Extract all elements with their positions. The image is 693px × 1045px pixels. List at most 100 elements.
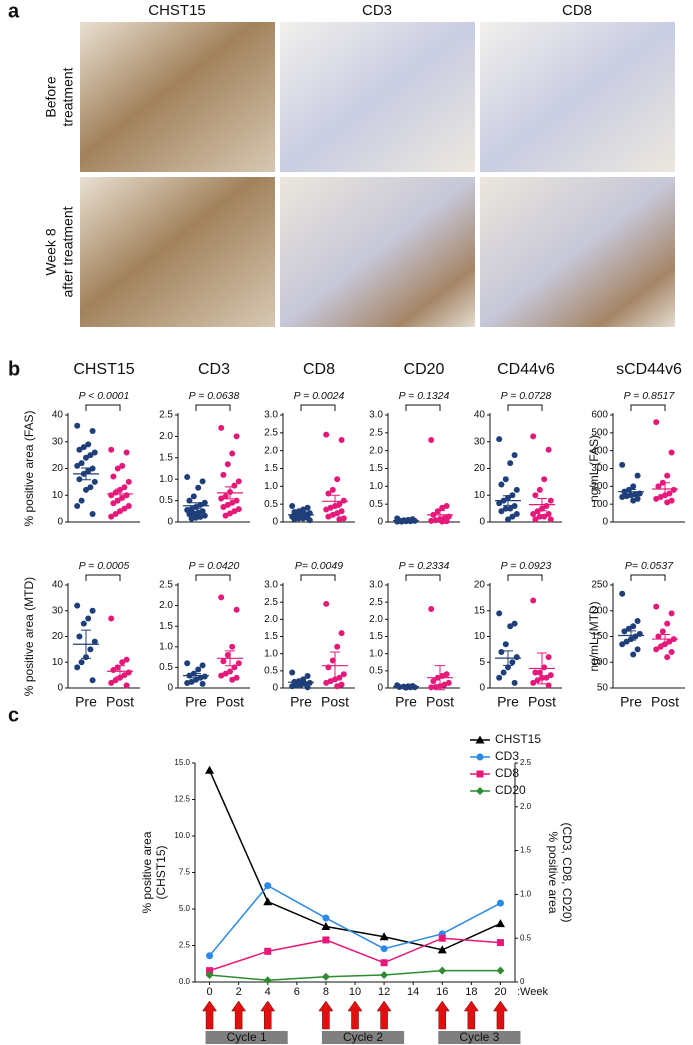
bracket [195,574,231,581]
marker [380,970,389,979]
data-point [87,484,94,491]
data-point [186,497,193,504]
y-axis-label: (CHST15) [154,845,168,899]
data-point [306,517,313,524]
y-tick-label: 40 [52,580,64,591]
y-tick-label: 1.5 [159,621,173,632]
x-tick-label: 14 [407,986,419,998]
x-tick-label: Post [106,694,134,710]
data-point [108,513,115,520]
y-tick-label: 3.0 [369,410,383,421]
error-bar [296,513,306,517]
y-tick-label: 10 [474,631,486,642]
y-tick-label: 1.5 [369,631,383,642]
error-bar [81,467,91,481]
data-point [621,628,628,635]
row-label: Before [43,76,59,117]
data-point [190,493,197,500]
data-point [496,436,503,443]
y-tick-label: 1.0 [369,481,383,492]
data-point [108,679,115,686]
dose-arrow [492,1000,508,1030]
error-bar [296,680,306,685]
x-tick-label: 20 [494,986,506,998]
y-tick-label: 200 [591,605,608,616]
error-bar [81,629,91,659]
y-tick-label: 3.0 [264,580,278,591]
marker [322,914,330,922]
panel-title: CD20 [404,361,445,378]
data-point [653,419,660,426]
panel-title: sCD44v6 [616,361,682,378]
marker [263,897,273,906]
data-point [85,468,92,475]
panel-label: a [8,0,20,22]
data-point [509,659,516,666]
data-point [511,502,518,509]
row-label: Week 8 [43,228,59,275]
y-tick-label: 2.5 [264,597,278,608]
data-point [117,674,123,681]
dose-arrow [231,1000,247,1030]
panel-label: c [8,704,19,726]
data-point [664,620,671,627]
data-point [502,505,509,512]
y-tick-label: 50 [597,683,609,694]
data-point [505,664,511,671]
data-point [664,499,671,506]
data-point [295,515,302,522]
marker [476,770,484,778]
data-point [235,478,242,485]
data-point [530,679,537,686]
marker [321,922,331,931]
y-tick-label: 300 [591,463,608,474]
data-point [630,483,637,490]
data-point [534,508,541,515]
error-bar [435,510,445,520]
data-point [513,486,520,493]
image [280,177,475,327]
data-point [229,450,236,457]
x-tick-label: Pre [185,694,207,710]
y-tick-label: 1.5 [159,452,173,463]
y-tick-label: 10 [52,490,64,501]
error-bar [503,495,513,506]
y-tick-label: 1.5 [264,463,278,474]
marker [321,972,330,981]
y-tick-label: 5 [479,657,485,668]
data-point [218,424,225,431]
data-point [80,620,87,627]
data-point [439,504,446,511]
y-tick-label: 2.0 [159,600,173,611]
data-point [509,513,516,520]
data-point [340,497,347,504]
marker [206,967,214,975]
y-tick-label: 2.5 [520,758,532,767]
data-point [110,666,117,673]
y-tick-label: 2.5 [179,941,191,950]
x-tick-label: 16 [436,986,448,998]
y-tick-label: 0.0 [179,977,191,986]
data-point [653,495,660,502]
data-point [498,481,505,488]
error-bar [626,630,636,641]
y-tick-label: 0 [520,977,525,986]
bracket [630,404,666,411]
data-point [114,465,121,472]
y-axis-label: ng/mL (FAS) [587,435,601,502]
y-axis-label: % positive area (FAS) [22,410,36,526]
data-point [218,594,225,601]
p-value: P = 0.0728 [501,390,552,402]
dose-arrow [202,1000,218,1030]
data-point [430,678,437,685]
p-value: P = 0.2334 [399,560,450,572]
marker [264,947,272,955]
y-tick-label: 0.5 [159,662,173,673]
data-point [117,508,123,515]
data-point [220,658,227,665]
dose-arrow [347,1000,363,1030]
y-tick-label: 0 [167,683,173,694]
data-point [108,615,115,622]
axis [387,583,460,689]
y-tick-label: 20 [52,631,64,642]
